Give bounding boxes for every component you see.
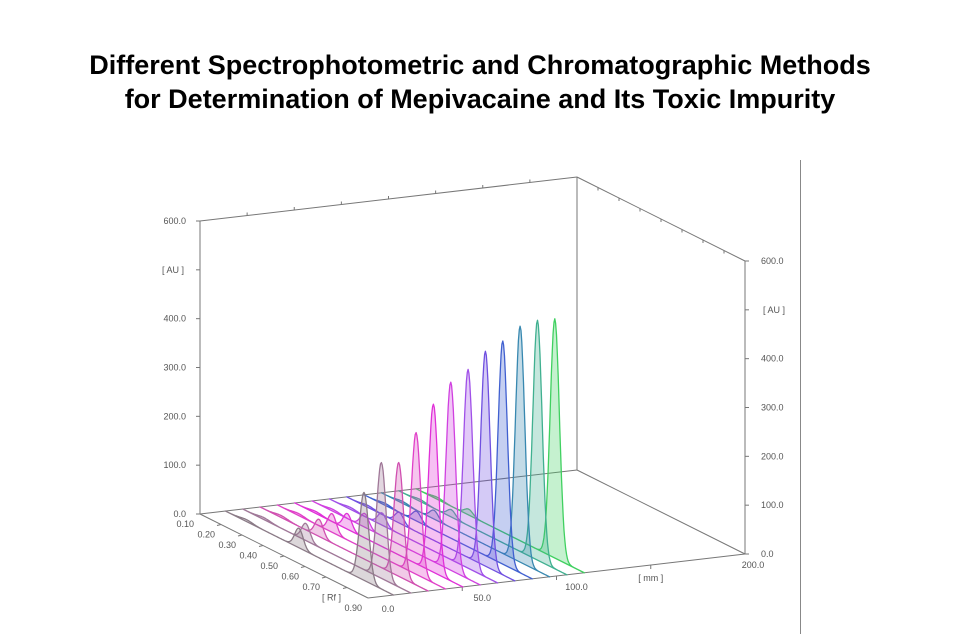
z-axis-label-right: [ AU ] xyxy=(763,305,785,315)
rf-tick-label: 0.10 xyxy=(176,519,194,529)
z-tick-label-left: 300.0 xyxy=(163,363,186,373)
rf-axis-label: [ Rf ] xyxy=(322,593,341,603)
mm-tick-label: 50.0 xyxy=(473,593,491,603)
rf-tick xyxy=(279,555,285,558)
z-tick-label-left: 200.0 xyxy=(163,411,186,421)
mm-tick-label: 0.0 xyxy=(382,604,395,614)
track-1 xyxy=(224,491,395,596)
z-tick-label-left: 0.0 xyxy=(173,509,186,519)
track-6 xyxy=(311,381,481,586)
rf-tick xyxy=(216,524,222,526)
rf-tick-label: 0.90 xyxy=(344,603,362,613)
z-tick-label-right: 300.0 xyxy=(761,403,784,413)
rf-tick-label: 0.60 xyxy=(281,572,299,582)
title-line-1: Different Spectrophotometric and Chromat… xyxy=(89,50,871,80)
track-10 xyxy=(380,325,551,578)
chart-frame xyxy=(196,176,749,599)
rf-tick-label: 0.30 xyxy=(218,540,236,550)
side-bottom-edge xyxy=(576,469,746,555)
title-line-2: for Determination of Mepivacaine and Its… xyxy=(124,84,836,114)
z-tick-label-right: 0.0 xyxy=(761,549,774,559)
track-4 xyxy=(276,431,447,590)
z-tick-label-left: 600.0 xyxy=(163,216,186,226)
z-tick-label-right: 200.0 xyxy=(761,451,784,461)
rf-tick-label: 0.20 xyxy=(197,530,215,540)
z-tick-label-left: 100.0 xyxy=(163,460,186,470)
mm-tick-label: 100.0 xyxy=(565,582,588,592)
z-tick-label-right: 400.0 xyxy=(761,354,784,364)
back-floor-edge xyxy=(199,469,578,515)
rf-tick xyxy=(237,534,243,537)
z-tick-label-right: 600.0 xyxy=(761,256,784,266)
rf-tick xyxy=(258,545,264,547)
track-9 xyxy=(363,340,533,580)
z-axis-label-left: [ AU ] xyxy=(162,265,184,275)
axis-labels: 0.0 0.0 100.0 100.0 200.0 200.0 300.0 300.0 400.… xyxy=(162,216,785,614)
slide-title: Different Spectrophotometric and Chromat… xyxy=(0,48,960,116)
rf-tick xyxy=(321,576,327,579)
track-5 xyxy=(294,403,464,588)
rf-tick xyxy=(342,587,348,589)
rf-tick xyxy=(300,566,306,568)
divider-line xyxy=(800,160,801,634)
mm-axis-label: [ mm ] xyxy=(638,573,663,583)
rf-tick-label: 0.50 xyxy=(260,561,278,571)
rf-tick-label: 0.70 xyxy=(302,582,320,592)
rf-tick-label: 0.40 xyxy=(239,551,257,561)
track-8 xyxy=(346,350,516,582)
mm-tick-label: 200.0 xyxy=(742,560,765,570)
track-3 xyxy=(259,461,429,592)
track-7 xyxy=(328,368,499,584)
tracks xyxy=(224,318,585,596)
track-2 xyxy=(242,461,412,594)
z-tick-label-right: 100.0 xyxy=(761,500,784,510)
z-tick-label-left: 400.0 xyxy=(163,314,186,324)
